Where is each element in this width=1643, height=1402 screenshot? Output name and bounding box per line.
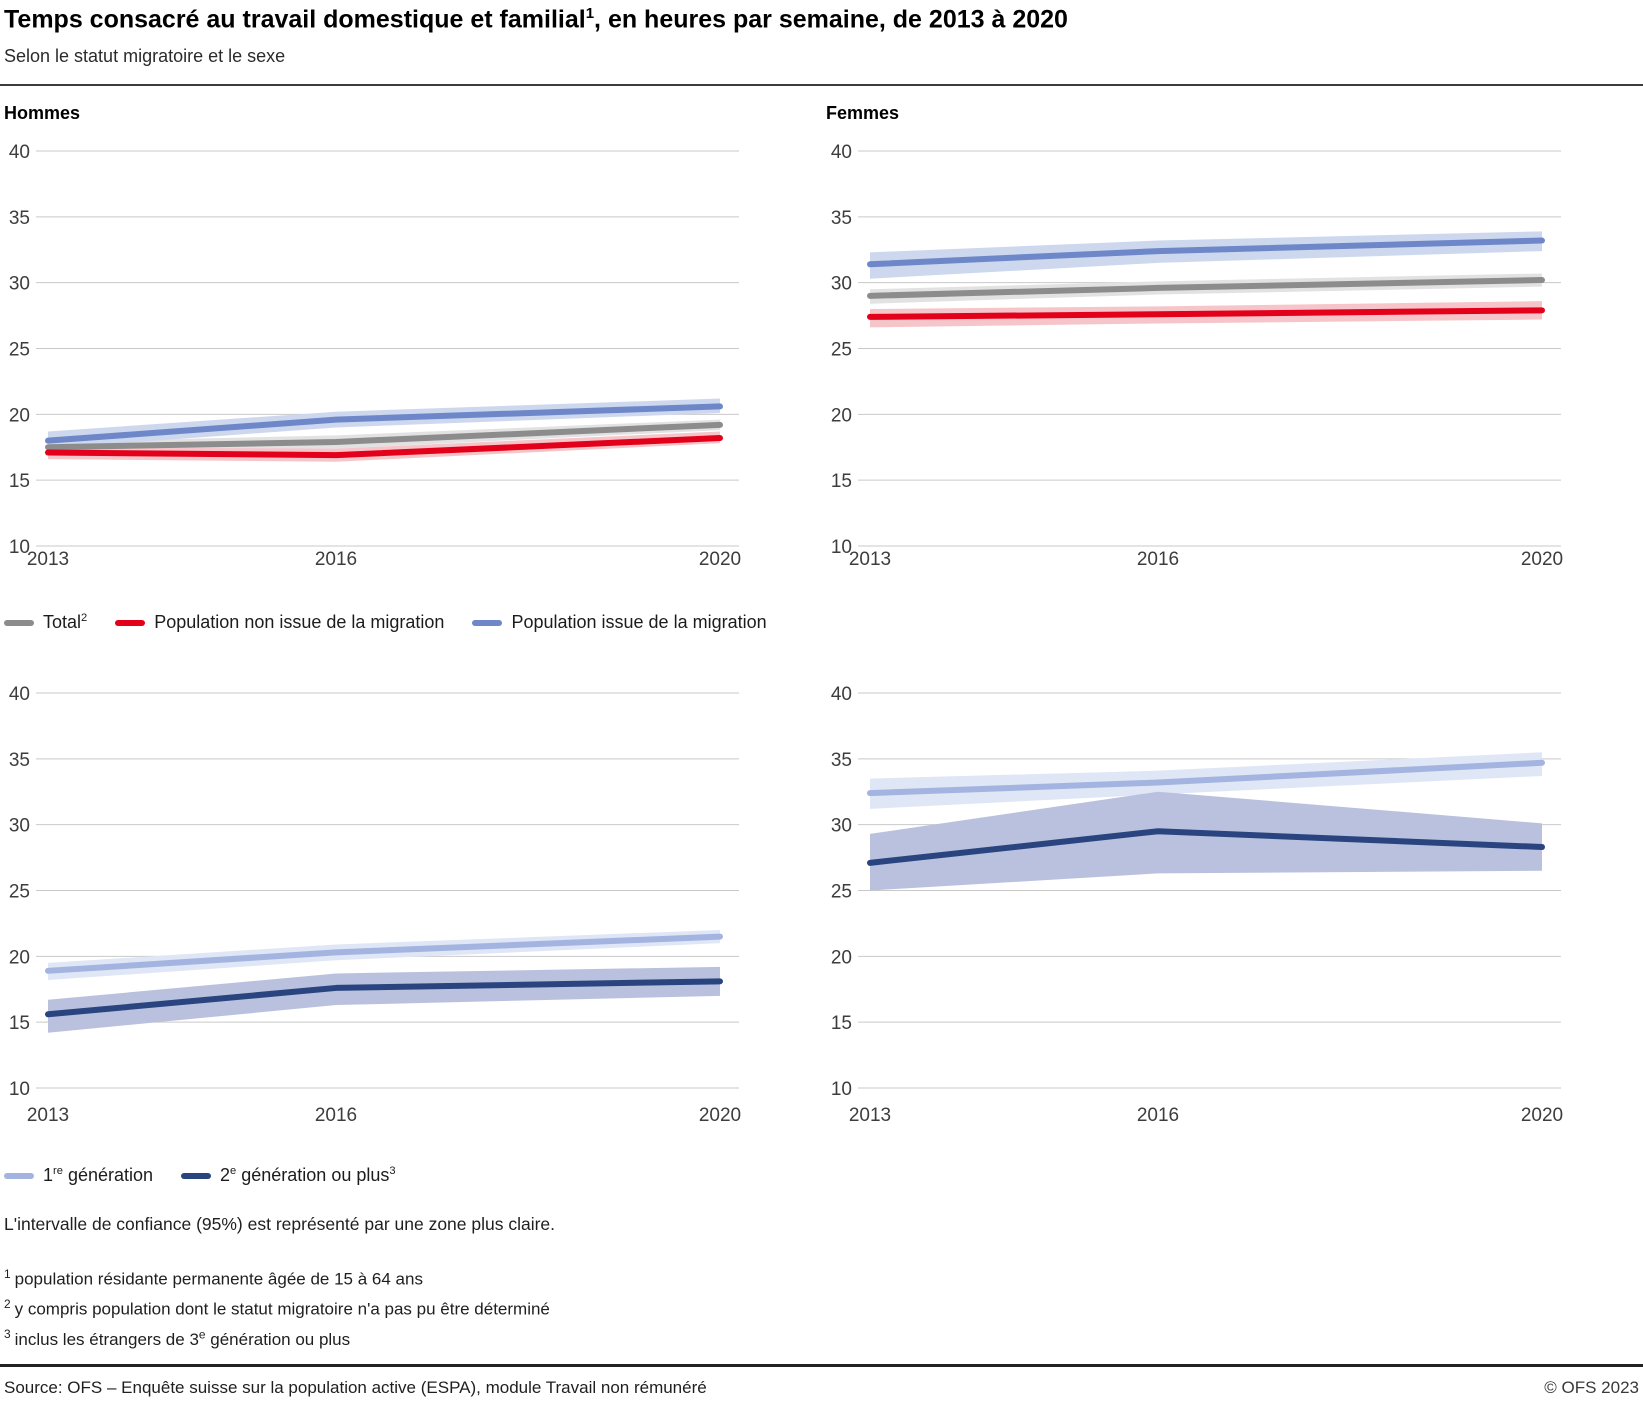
y-tick-label: 20 (831, 405, 852, 426)
y-tick-label: 25 (831, 340, 852, 361)
chart-hommes-statut-migratoire: 10 15 20 25 30 35 40 2013 2016 2020 (0, 135, 744, 595)
y-tick-label: 40 (9, 142, 30, 163)
y-tick-label: 40 (831, 142, 852, 163)
legend-label: Population issue de la migration (511, 612, 767, 632)
legend-label: Total2 (43, 612, 88, 632)
footnote-text: inclus les étrangers de 3e génération ou… (14, 1327, 351, 1349)
legend-swatch (4, 1172, 34, 1179)
x-tick-label: 2020 (699, 1105, 741, 1126)
y-tick-label: 30 (9, 274, 30, 295)
series-line (867, 759, 1545, 797)
legend-swatch (472, 619, 503, 626)
footer-divider (0, 1364, 1643, 1367)
legend-swatch (4, 619, 34, 626)
legend-generation: 1re génération 2e génération ou plus3 (4, 1165, 396, 1186)
legend-statut-migratoire: Total2 Population non issue de la migrati… (4, 612, 767, 633)
series-line (45, 421, 723, 451)
footnote-text: population résidante permanente âgée de … (14, 1269, 423, 1289)
series-line (867, 277, 1545, 299)
y-tick-label: 25 (9, 340, 30, 361)
y-tick-label: 35 (831, 208, 852, 229)
series-line (45, 403, 723, 444)
page-title: Temps consacré au travail domestique et … (4, 5, 1068, 34)
footnote-marker: 3 (4, 1327, 11, 1342)
legend-label: 1re génération (43, 1165, 154, 1185)
y-tick-label: 40 (9, 684, 30, 705)
y-tick-label: 35 (9, 208, 30, 229)
confidence-interval-note: L'intervalle de confiance (95%) est repr… (4, 1214, 556, 1234)
copyright-text: © OFS 2023 (1544, 1378, 1639, 1397)
x-tick-label: 2016 (1137, 1105, 1179, 1126)
confidence-band (870, 791, 1542, 891)
chart-femmes-generation: 10 15 20 25 30 35 40 2013 2016 2020 (822, 677, 1566, 1137)
footnote-marker: 1 (4, 1267, 11, 1281)
legend-swatch (181, 1172, 212, 1179)
y-tick-label: 30 (9, 816, 30, 837)
page-subtitle: Selon le statut migratoire et le sexe (4, 46, 286, 66)
x-tick-label: 2016 (315, 1105, 357, 1126)
footnote-marker: 2 (4, 1297, 11, 1312)
y-tick-label: 10 (9, 1079, 30, 1100)
series-line (867, 307, 1545, 320)
legend-label: Population non issue de la migration (154, 612, 445, 632)
y-tick-label: 10 (9, 537, 30, 558)
series-line (867, 828, 1545, 866)
y-tick-label: 15 (9, 471, 30, 492)
legend-swatch (115, 619, 146, 626)
y-tick-label: 15 (9, 1013, 30, 1034)
confidence-band (870, 231, 1542, 279)
footnote: 1 population résidante permanente âgée de… (4, 1262, 550, 1292)
chart-hommes-generation: 10 15 20 25 30 35 40 2013 2016 2020 (0, 677, 744, 1137)
x-tick-label: 2013 (849, 549, 891, 570)
y-tick-label: 30 (831, 816, 852, 837)
footnotes: 1 population résidante permanente âgée de… (4, 1262, 550, 1352)
legend-item: Total2 (4, 612, 87, 633)
y-tick-label: 30 (831, 274, 852, 295)
source-text: Source: OFS – Enquête suisse sur la popu… (4, 1378, 707, 1397)
x-tick-label: 2016 (1137, 549, 1179, 570)
x-tick-label: 2020 (699, 549, 741, 570)
header-divider (0, 84, 1643, 86)
x-tick-label: 2013 (849, 1105, 891, 1126)
y-tick-label: 15 (831, 471, 852, 492)
x-tick-label: 2013 (27, 1105, 69, 1126)
y-tick-label: 20 (831, 947, 852, 968)
chart-svg: 10 15 20 25 30 35 40 2013 2016 2020 (831, 684, 1563, 1126)
x-tick-label: 2020 (1521, 1105, 1563, 1126)
chart-svg: 10 15 20 25 30 35 40 2013 2016 2020 (831, 142, 1563, 570)
x-tick-label: 2020 (1521, 549, 1563, 570)
y-tick-label: 10 (831, 1079, 852, 1100)
legend-item: Population non issue de la migration (115, 612, 444, 633)
x-tick-label: 2013 (27, 549, 69, 570)
footnote-text: y compris population dont le statut migr… (14, 1299, 550, 1319)
y-tick-label: 20 (9, 405, 30, 426)
y-tick-label: 25 (831, 882, 852, 903)
y-tick-label: 40 (831, 684, 852, 705)
legend-item: Population issue de la migration (472, 612, 767, 633)
series-line (867, 237, 1545, 268)
series-line (45, 933, 723, 974)
y-tick-label: 15 (831, 1013, 852, 1034)
y-tick-label: 35 (831, 750, 852, 771)
chart-femmes-statut-migratoire: 10 15 20 25 30 35 40 2013 2016 2020 (822, 135, 1566, 595)
legend-item: 2e génération ou plus3 (181, 1165, 396, 1186)
panel-label-femmes: Femmes (826, 103, 900, 123)
legend-label: 2e génération ou plus3 (220, 1165, 396, 1185)
y-tick-label: 10 (831, 537, 852, 558)
series-line (45, 978, 723, 1018)
panel-label-hommes: Hommes (4, 103, 81, 123)
y-tick-label: 35 (9, 750, 30, 771)
confidence-band (48, 966, 720, 1033)
chart-svg: 10 15 20 25 30 35 40 2013 2016 2020 (9, 684, 741, 1126)
y-tick-label: 25 (9, 882, 30, 903)
legend-item: 1re génération (4, 1165, 153, 1186)
chart-svg: 10 15 20 25 30 35 40 2013 2016 2020 (9, 142, 741, 570)
footnote: 3 inclus les étrangers de 3e génération o… (4, 1322, 550, 1352)
x-tick-label: 2016 (315, 549, 357, 570)
series-line (45, 435, 723, 459)
y-tick-label: 20 (9, 947, 30, 968)
